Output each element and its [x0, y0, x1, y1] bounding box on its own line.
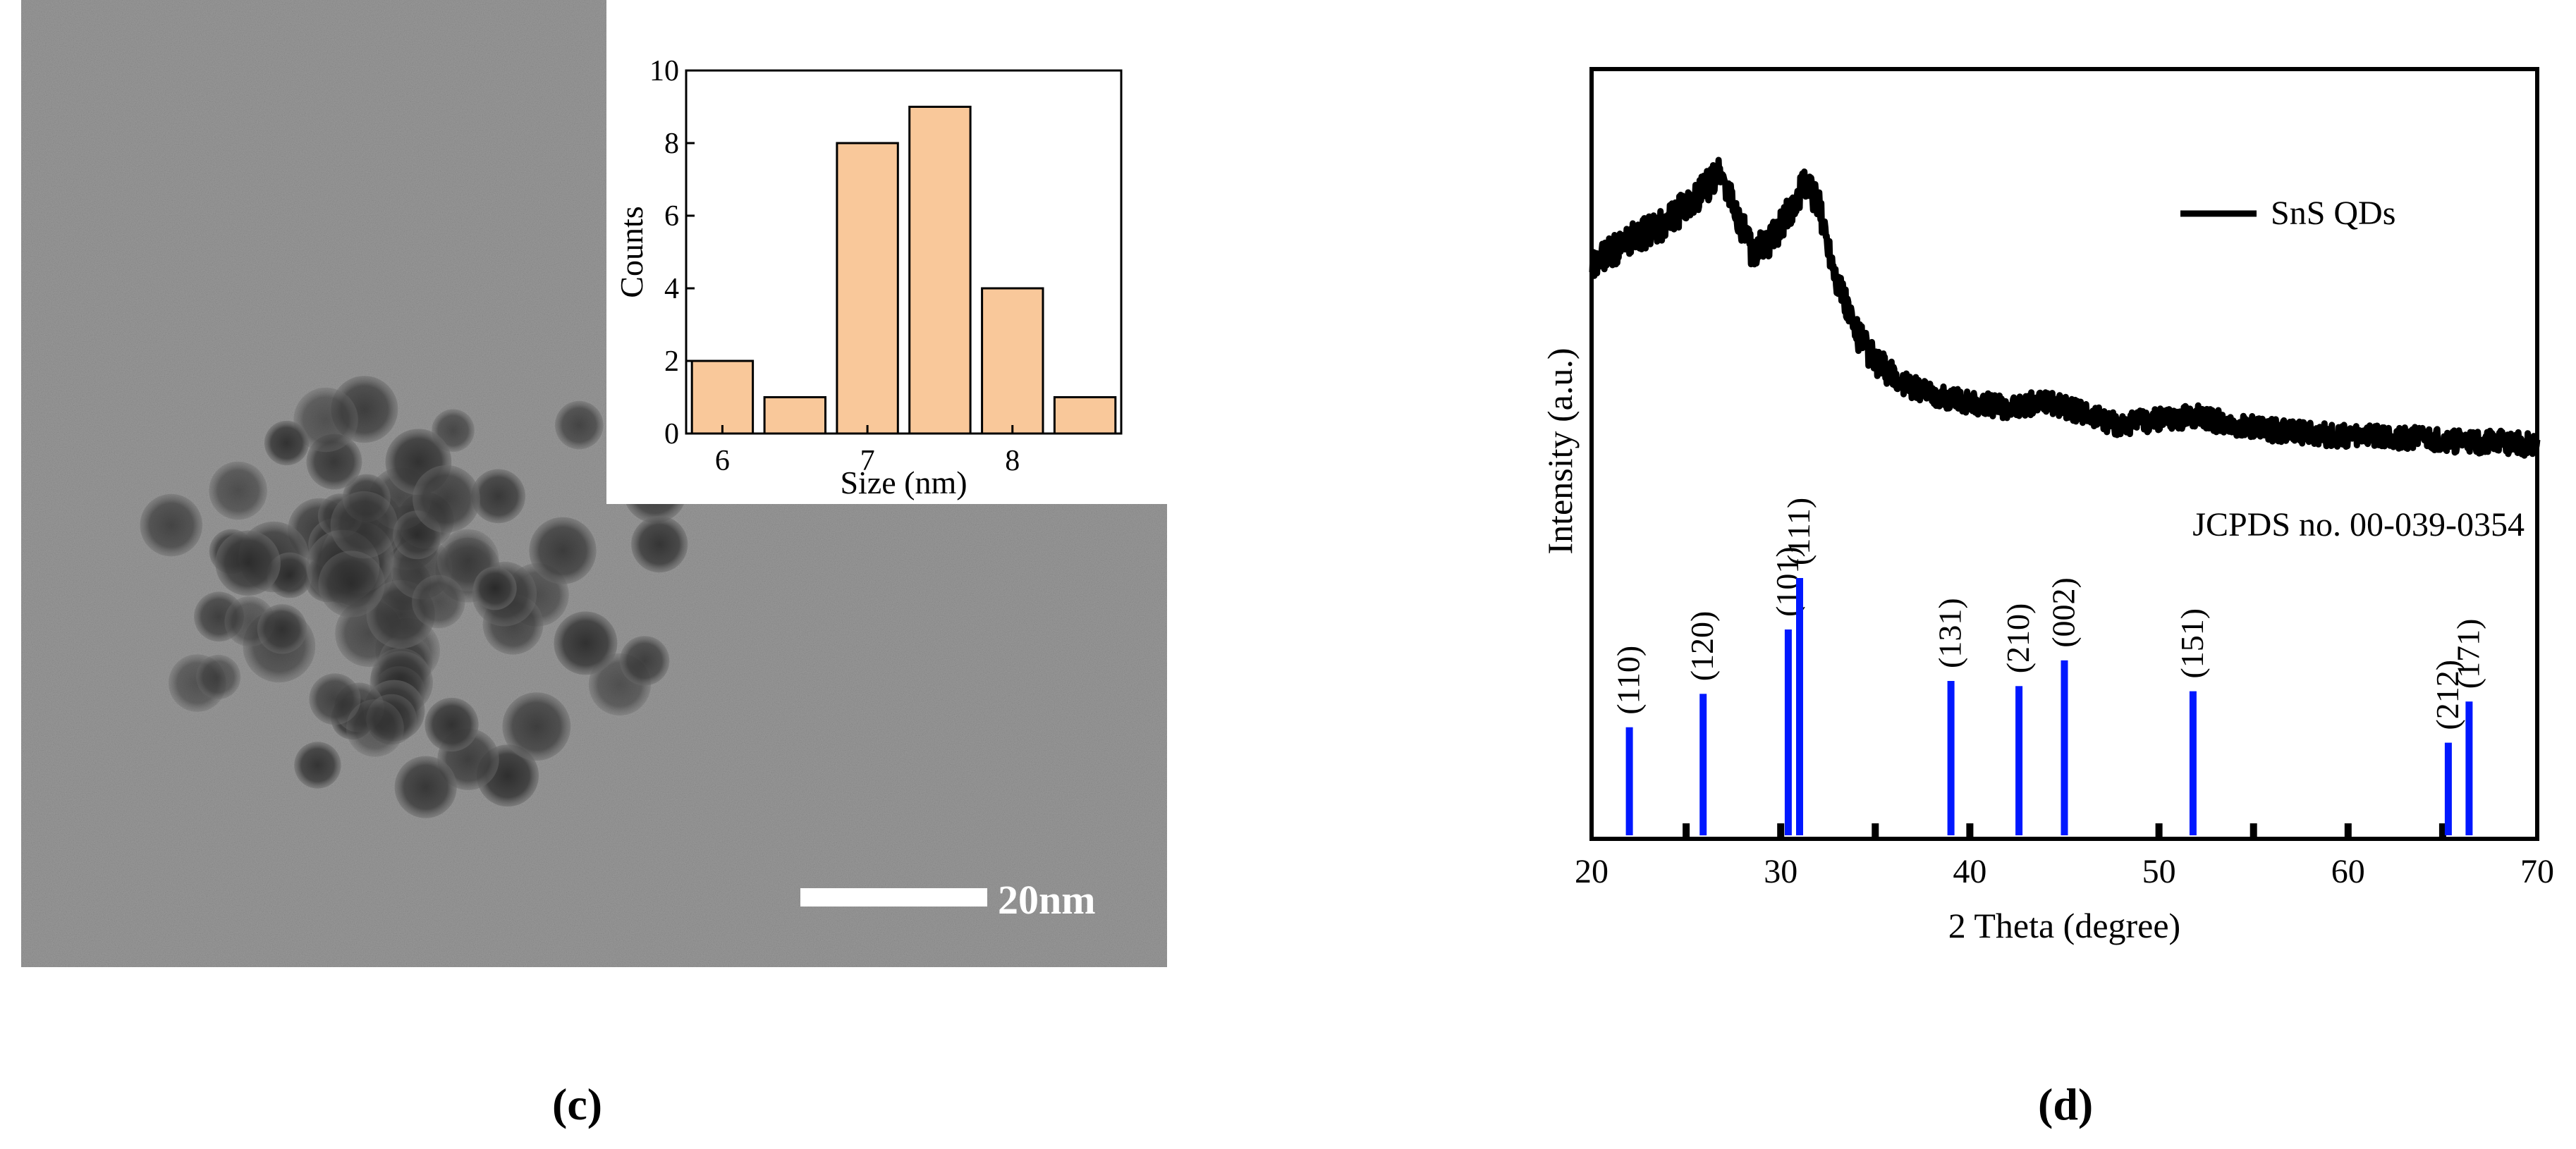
reference-peak	[1796, 578, 1803, 835]
nanoparticle	[529, 517, 597, 584]
reference-peak	[2465, 701, 2473, 835]
x-tick-label: 30	[1764, 853, 1797, 890]
histogram-bar	[908, 106, 972, 435]
xrd-chart: (110) (120)(101)(111)(131) (210) (002) (151)…	[1540, 67, 2554, 945]
nanoparticle	[554, 611, 618, 675]
x-tick-label: 70	[2520, 853, 2554, 890]
nanoparticle	[346, 699, 404, 757]
nanoparticle	[264, 420, 310, 466]
histogram-bar	[981, 287, 1044, 435]
reference-peak	[2061, 660, 2068, 835]
peak-label: (002)	[2046, 577, 2082, 648]
x-tick-label: 20	[1575, 853, 1609, 890]
nanoparticle	[412, 574, 465, 629]
nanoparticle	[293, 387, 358, 453]
baseline-marker	[2250, 823, 2257, 837]
y-axis-label: Intensity (a.u.)	[1540, 348, 1580, 555]
nanoparticle	[555, 400, 604, 450]
tem-image-panel: 20nm 0 2 4 6 8 10 6 7 8 Size (nm) Counts	[21, 0, 1167, 967]
nanoparticle	[471, 469, 526, 524]
y-tick-label: 10	[649, 55, 679, 87]
panel-label-d: (d)	[2038, 1079, 2094, 1129]
histogram-x-label: Size (nm)	[840, 465, 967, 500]
nanoparticle	[309, 673, 361, 725]
baseline-marker	[1872, 823, 1879, 837]
nanoparticle	[502, 692, 571, 761]
legend-label: SnS QDs	[2271, 195, 2395, 232]
histogram-bar	[690, 360, 755, 435]
peak-label: (120)	[1684, 611, 1720, 682]
reference-peak	[1699, 694, 1707, 836]
reference-label: JCPDS no. 00-039-0354	[2192, 506, 2525, 543]
y-tick-label: 8	[664, 128, 679, 160]
peak-label: (151)	[2174, 608, 2210, 679]
x-tick-label: 40	[1953, 853, 1986, 890]
y-tick-label: 0	[664, 418, 679, 450]
histogram-bar	[763, 396, 826, 435]
xrd-curve	[1589, 156, 2541, 459]
reference-peak	[2444, 742, 2452, 835]
nanoparticle	[473, 566, 517, 610]
scale-bar-label: 20nm	[998, 877, 1096, 923]
x-tick-label: 6	[715, 445, 730, 477]
nanoparticle	[209, 461, 267, 520]
peak-label: (111)	[1781, 498, 1817, 565]
histogram-frame	[685, 69, 1123, 435]
histogram-bar	[836, 142, 899, 435]
x-axis-label: 2 Theta (degree)	[1948, 906, 2180, 945]
xrd-plot: (110) (120)(101)(111)(131) (210) (002) (151)…	[1540, 67, 2554, 945]
x-tick-label: 50	[2142, 853, 2176, 890]
nanoparticle	[257, 604, 307, 654]
peak-label: (210)	[2000, 603, 2036, 674]
size-histogram: 0 2 4 6 8 10 6 7 8 Size (nm) Counts	[614, 55, 1123, 500]
nanoparticle	[318, 551, 385, 617]
histogram-bar	[1053, 396, 1117, 435]
y-tick-label: 4	[664, 273, 679, 305]
y-tick-label: 6	[664, 200, 679, 233]
xrd-chart-panel: (110) (120) (101) (111) (131) (210) (002) (151)…	[1509, 42, 2576, 987]
nanoparticle	[631, 516, 688, 573]
histogram-y-label: Counts	[614, 206, 649, 297]
nanoparticle	[140, 493, 203, 557]
x-tick-label: 8	[1005, 445, 1020, 477]
y-tick-label: 2	[664, 345, 679, 378]
nanoparticle	[394, 756, 457, 818]
reference-peak	[1625, 727, 1633, 835]
peak-label: (171)	[2450, 619, 2486, 689]
peak-label: (212)	[2429, 660, 2465, 730]
reference-peak	[2015, 686, 2023, 835]
nanoparticle	[425, 697, 479, 752]
scale-bar	[800, 888, 987, 907]
peak-label: (110)	[1611, 646, 1647, 715]
reference-peak	[1947, 681, 1955, 835]
panel-label-c: (c)	[552, 1079, 603, 1129]
reference-peak	[2189, 691, 2197, 835]
baseline-marker	[2438, 823, 2446, 837]
baseline-marker	[1683, 823, 1690, 837]
x-tick-label: 60	[2331, 853, 2365, 890]
nanoparticle	[413, 465, 480, 533]
xrd-frame	[1589, 67, 2539, 841]
nanoparticle	[196, 654, 241, 699]
reference-peak	[1784, 629, 1792, 835]
nanoparticle	[215, 530, 281, 596]
peak-label: (131)	[1932, 598, 1968, 668]
nanoparticle	[330, 491, 398, 559]
nanoparticle-cluster	[140, 376, 688, 818]
x-tick-label: 7	[860, 445, 875, 477]
tem-micrograph: 20nm 0 2 4 6 8 10 6 7 8 Size (nm) Counts	[21, 0, 1167, 967]
nanoparticle	[619, 636, 670, 686]
nanoparticle	[294, 742, 341, 789]
